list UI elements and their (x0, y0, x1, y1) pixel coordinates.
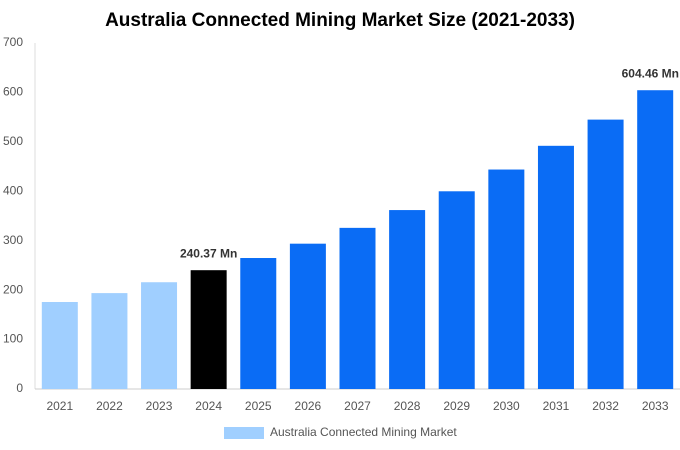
bar (41, 302, 78, 389)
bar (190, 270, 227, 389)
legend-swatch (224, 427, 264, 439)
x-tick-label: 2023 (146, 399, 173, 413)
y-tick-label: 200 (3, 282, 23, 296)
bar (91, 293, 128, 389)
x-tick-label: 2032 (592, 399, 619, 413)
x-tick-label: 2021 (46, 399, 73, 413)
x-tick-label: 2025 (245, 399, 272, 413)
bar (438, 191, 475, 389)
y-tick-label: 600 (3, 85, 23, 99)
y-tick-label: 400 (3, 183, 23, 197)
x-tick-label: 2030 (493, 399, 520, 413)
x-tick-label: 2029 (443, 399, 470, 413)
y-tick-label: 500 (3, 134, 23, 148)
value-label: 240.37 Mn (180, 246, 237, 260)
x-tick-label: 2022 (96, 399, 123, 413)
x-tick-label: 2027 (344, 399, 371, 413)
chart-title: Australia Connected Mining Market Size (… (105, 10, 575, 31)
y-tick-label: 700 (3, 35, 23, 49)
bar (389, 210, 426, 389)
bar (240, 258, 277, 389)
bar (289, 243, 326, 389)
bar (637, 90, 674, 389)
x-tick-label: 2026 (295, 399, 322, 413)
y-tick-label: 300 (3, 233, 23, 247)
x-tick-label: 2033 (642, 399, 669, 413)
y-tick-label: 100 (3, 332, 23, 346)
x-tick-label: 2031 (543, 399, 570, 413)
value-label: 604.46 Mn (622, 66, 679, 80)
x-tick-label: 2024 (195, 399, 222, 413)
bar (141, 282, 178, 389)
bar (488, 169, 525, 389)
legend-label: Australia Connected Mining Market (270, 425, 457, 439)
x-tick-label: 2028 (394, 399, 421, 413)
bar (537, 145, 574, 389)
y-tick-label: 0 (16, 381, 23, 395)
bar (587, 119, 624, 389)
bar (339, 227, 376, 389)
